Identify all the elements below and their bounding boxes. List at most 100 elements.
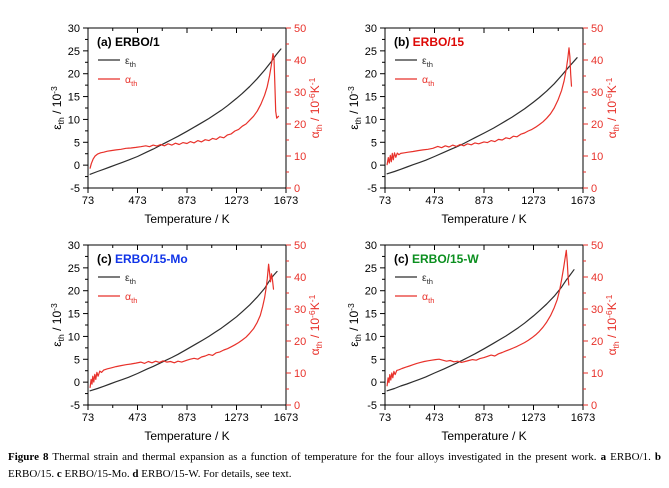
legend-label: αth bbox=[125, 291, 137, 305]
y-left-tick-label: 25 bbox=[365, 46, 377, 58]
x-tick-label: 1273 bbox=[521, 195, 545, 207]
y-right-tick-label: 20 bbox=[591, 119, 603, 131]
y-right-tick-label: 40 bbox=[591, 272, 603, 284]
y-right-tick-label: 0 bbox=[591, 400, 597, 412]
y-right-axis-label: αth / 10-6K-1 bbox=[307, 294, 324, 355]
x-axis-label: Temperature / K bbox=[441, 212, 526, 226]
panel-label: (a) ERBO/1 bbox=[97, 35, 160, 49]
panel-a-erbo1: 73 473 873 1273 1673 -5 0 5 10 15 20 25 30 0 10 20 30 40 5… bbox=[0, 0, 335, 232]
y-right-tick-label: 40 bbox=[294, 272, 306, 284]
legend-label: αth bbox=[422, 74, 434, 88]
y-left-tick-label: 20 bbox=[365, 286, 377, 298]
thermal-strain-curve bbox=[386, 57, 578, 175]
thermal-strain-curve bbox=[89, 270, 278, 392]
y-left-tick-label: 0 bbox=[371, 377, 377, 389]
y-left-axis-label: εth / 10-3 bbox=[49, 303, 66, 347]
legend-label: αth bbox=[125, 74, 137, 88]
panel-title: ERBO/15-W bbox=[412, 252, 479, 266]
y-left-tick-label: 0 bbox=[74, 377, 80, 389]
x-tick-label: 1273 bbox=[224, 412, 248, 424]
panel-c-erbo15-mo: 73 473 873 1273 1673 -5 0 5 10 15 20 25 30 0 10 20 30 40 5… bbox=[0, 232, 335, 445]
y-left-tick-label: 0 bbox=[371, 160, 377, 172]
figure-panels: 73 473 873 1273 1673 -5 0 5 10 15 20 25 30 0 10 20 30 40 5… bbox=[0, 0, 669, 445]
legend-label: εth bbox=[125, 272, 136, 286]
panel-label: (b) ERBO/15 bbox=[394, 35, 464, 49]
legend-label: εth bbox=[125, 55, 136, 69]
x-axis-label: Temperature / K bbox=[144, 429, 229, 443]
panel-label: (c) ERBO/15-Mo bbox=[97, 252, 188, 266]
y-left-tick-label: 0 bbox=[74, 160, 80, 172]
panel-label: (c) ERBO/15-W bbox=[394, 252, 479, 266]
y-left-tick-label: 5 bbox=[371, 354, 377, 366]
y-right-tick-label: 50 bbox=[294, 240, 306, 252]
x-tick-label: 473 bbox=[128, 412, 146, 424]
y-left-tick-label: 25 bbox=[365, 263, 377, 275]
x-axis-label: Temperature / K bbox=[441, 429, 526, 443]
x-tick-label: 73 bbox=[82, 195, 94, 207]
y-left-tick-label: 30 bbox=[365, 240, 377, 252]
y-right-tick-label: 30 bbox=[591, 87, 603, 99]
thermal-expansion-curve bbox=[386, 47, 573, 166]
y-right-tick-label: 10 bbox=[591, 151, 603, 163]
y-right-tick-label: 30 bbox=[294, 304, 306, 316]
y-right-axis-label: αth / 10-6K-1 bbox=[604, 294, 621, 355]
x-tick-label: 873 bbox=[178, 195, 196, 207]
y-left-tick-label: 10 bbox=[68, 331, 80, 343]
y-left-axis-label: εth / 10-3 bbox=[346, 303, 363, 347]
y-left-tick-label: 20 bbox=[68, 286, 80, 298]
y-left-tick-label: 25 bbox=[68, 263, 80, 275]
x-tick-label: 1673 bbox=[571, 412, 595, 424]
y-left-tick-label: 25 bbox=[68, 46, 80, 58]
thermal-strain-curve bbox=[386, 269, 575, 392]
y-right-tick-label: 20 bbox=[294, 119, 306, 131]
y-left-tick-label: 30 bbox=[68, 23, 80, 35]
y-left-tick-label: -5 bbox=[367, 400, 377, 412]
y-right-axis-label: αth / 10-6K-1 bbox=[307, 77, 324, 138]
x-tick-label: 73 bbox=[379, 412, 391, 424]
panel-title: ERBO/15-Mo bbox=[115, 252, 188, 266]
y-right-axis-label: αth / 10-6K-1 bbox=[604, 77, 621, 138]
x-tick-label: 1673 bbox=[274, 412, 298, 424]
x-tick-label: 73 bbox=[379, 195, 391, 207]
y-right-tick-label: 40 bbox=[591, 55, 603, 67]
x-tick-label: 1273 bbox=[224, 195, 248, 207]
x-axis-label: Temperature / K bbox=[144, 212, 229, 226]
thermal-expansion-curve bbox=[386, 249, 570, 387]
panel-title: ERBO/15 bbox=[413, 35, 465, 49]
legend-label: εth bbox=[422, 55, 433, 69]
x-tick-label: 73 bbox=[82, 412, 94, 424]
thermal-strain-curve bbox=[89, 48, 282, 175]
legend-label: εth bbox=[422, 272, 433, 286]
y-left-tick-label: -5 bbox=[70, 183, 80, 195]
chart-svg: 73 473 873 1273 1673 -5 0 5 10 15 20 25 30 0 10 20 30 40 5… bbox=[346, 240, 621, 443]
y-left-tick-label: 20 bbox=[68, 69, 80, 81]
y-left-tick-label: -5 bbox=[70, 400, 80, 412]
y-right-tick-label: 50 bbox=[294, 23, 306, 35]
y-right-tick-label: 30 bbox=[591, 304, 603, 316]
x-tick-label: 873 bbox=[475, 195, 493, 207]
thermal-expansion-curve bbox=[89, 52, 280, 169]
x-tick-label: 1673 bbox=[274, 195, 298, 207]
y-left-tick-label: 15 bbox=[68, 309, 80, 321]
chart-svg: 73 473 873 1273 1673 -5 0 5 10 15 20 25 30 0 10 20 30 40 5… bbox=[346, 23, 621, 226]
y-left-tick-label: -5 bbox=[367, 183, 377, 195]
x-tick-label: 473 bbox=[128, 195, 146, 207]
y-left-tick-label: 15 bbox=[365, 309, 377, 321]
y-right-tick-label: 0 bbox=[294, 400, 300, 412]
panel-b-erbo15: 73 473 873 1273 1673 -5 0 5 10 15 20 25 30 0 10 20 30 40 5… bbox=[335, 0, 669, 232]
y-right-tick-label: 0 bbox=[294, 183, 300, 195]
x-tick-label: 473 bbox=[425, 195, 443, 207]
legend-label: αth bbox=[422, 291, 434, 305]
x-tick-label: 873 bbox=[475, 412, 493, 424]
panel-title: ERBO/1 bbox=[115, 35, 160, 49]
x-tick-label: 873 bbox=[178, 412, 196, 424]
thermal-expansion-curve bbox=[89, 263, 275, 388]
y-left-tick-label: 20 bbox=[365, 69, 377, 81]
x-tick-label: 473 bbox=[425, 412, 443, 424]
y-right-tick-label: 50 bbox=[591, 23, 603, 35]
y-left-tick-label: 5 bbox=[74, 354, 80, 366]
y-right-tick-label: 0 bbox=[591, 183, 597, 195]
y-right-tick-label: 50 bbox=[591, 240, 603, 252]
y-right-tick-label: 20 bbox=[294, 336, 306, 348]
